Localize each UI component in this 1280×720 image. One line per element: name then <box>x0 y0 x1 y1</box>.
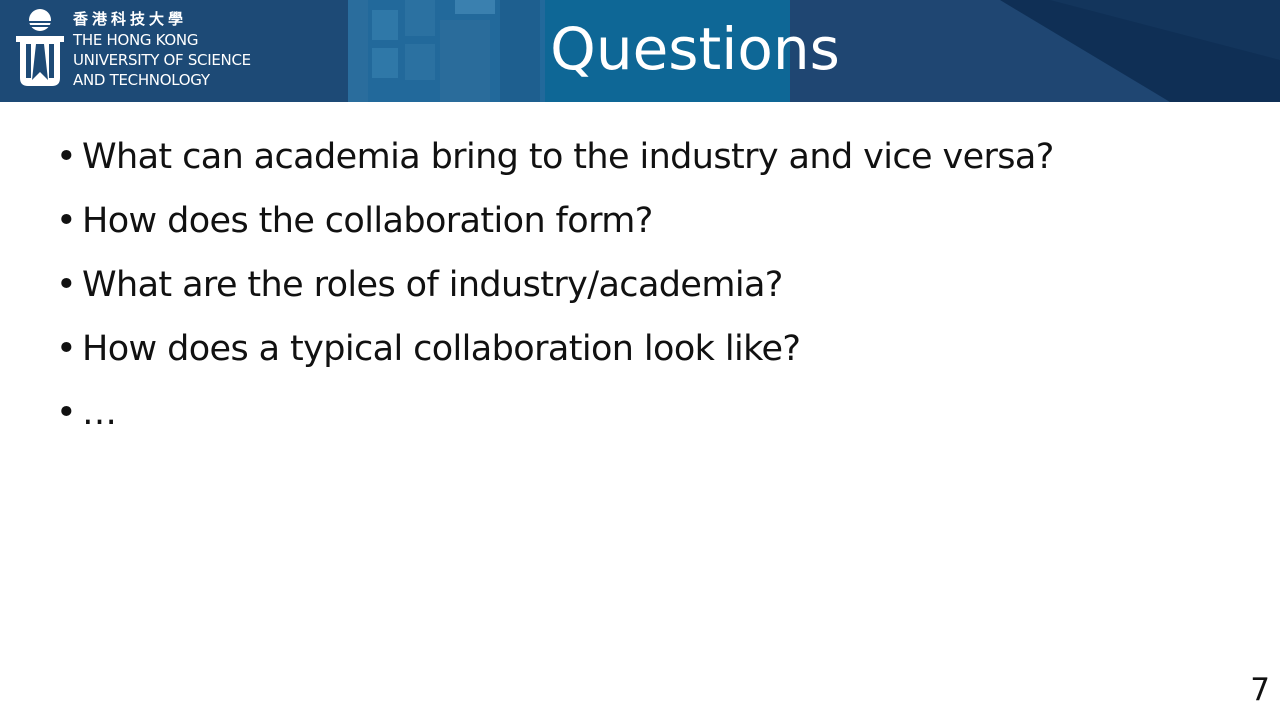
page-number: 7 <box>1250 672 1270 708</box>
bullet-text: How does a typical collaboration look li… <box>82 329 801 369</box>
university-name-chinese: 香港科技大學 <box>73 10 188 28</box>
bullet-text: … <box>82 393 117 433</box>
bullet-text: What are the roles of industry/academia? <box>82 265 783 305</box>
slide-title: Questions <box>550 15 840 83</box>
bullet-text: What can academia bring to the industry … <box>82 137 1054 177</box>
bullet-list: • What can academia bring to the industr… <box>56 137 1236 457</box>
university-name-line-3: AND TECHNOLOGY <box>73 71 210 89</box>
bullet-marker: • <box>56 265 77 305</box>
university-name-line-1: THE HONG KONG <box>73 31 199 49</box>
bullet-item: • What are the roles of industry/academi… <box>56 265 1236 329</box>
bullet-marker: • <box>56 393 77 433</box>
university-name: 香港科技大學 THE HONG KONG UNIVERSITY OF SCIEN… <box>73 8 251 90</box>
university-name-line-2: UNIVERSITY OF SCIENCE <box>73 51 251 69</box>
bullet-item: • How does a typical collaboration look … <box>56 329 1236 393</box>
header-background <box>0 0 1280 102</box>
bullet-marker: • <box>56 137 77 177</box>
bullet-item: • How does the collaboration form? <box>56 201 1236 265</box>
bullet-marker: • <box>56 201 77 241</box>
bullet-item: • … <box>56 393 1236 457</box>
bullet-marker: • <box>56 329 77 369</box>
header-banner: 香港科技大學 THE HONG KONG UNIVERSITY OF SCIEN… <box>0 0 1280 102</box>
bullet-item: • What can academia bring to the industr… <box>56 137 1236 201</box>
bullet-text: How does the collaboration form? <box>82 201 653 241</box>
hkust-crest-icon <box>16 9 64 86</box>
